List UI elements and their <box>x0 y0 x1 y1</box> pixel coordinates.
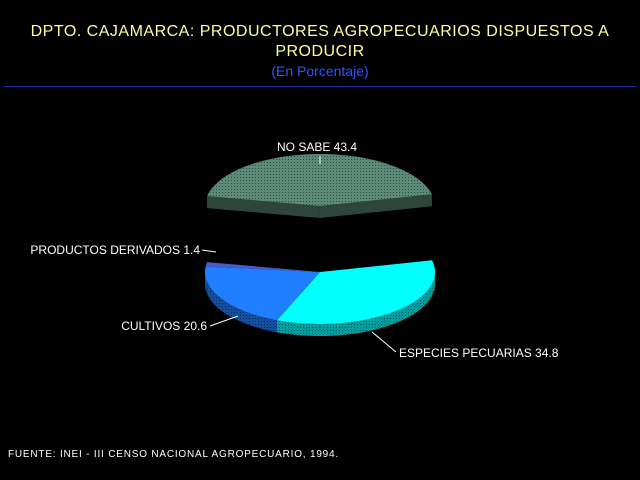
chart-subtitle: (En Porcentaje) <box>271 63 369 79</box>
pie-slice-productos-derivados <box>205 262 320 272</box>
chart-title-line-2: PRODUCIR <box>275 43 365 60</box>
chart-title-line-1: DPTO. CAJAMARCA: PRODUCTORES AGROPECUARI… <box>30 23 610 40</box>
pie-slice-texture-no-sabe <box>207 154 432 206</box>
leader-line-cultivos <box>209 315 239 327</box>
pie-slice-cut-face-no-sabe-0 <box>207 196 320 218</box>
title-divider <box>4 86 636 87</box>
leader-line-especies-pecuarias <box>371 331 397 353</box>
slice-label-especies-pecuarias: ESPECIES PECUARIAS 34.8 <box>399 346 559 360</box>
slice-label-cultivos: CULTIVOS 20.6 <box>121 319 207 333</box>
leader-line-productos-derivados <box>201 249 217 253</box>
source-note: FUENTE: INEI - III CENSO NACIONAL AGROPE… <box>8 449 339 460</box>
slice-label-productos-derivados: PRODUCTOS DERIVADOS 1.4 <box>30 243 200 257</box>
pie-slice-cultivos <box>204 266 320 321</box>
pie-slice-cut-face-no-sabe-1 <box>319 194 432 218</box>
chart-title: DPTO. CAJAMARCA: PRODUCTORES AGROPECUARI… <box>0 22 640 62</box>
slice-label-no-sabe: NO SABE 43.4 <box>277 140 357 154</box>
pie-slice-side-texture-cultivos <box>205 272 277 333</box>
pie-slice-side-texture-especies-pecuarias <box>276 272 435 336</box>
pie-slice-especies-pecuarias <box>276 260 435 324</box>
